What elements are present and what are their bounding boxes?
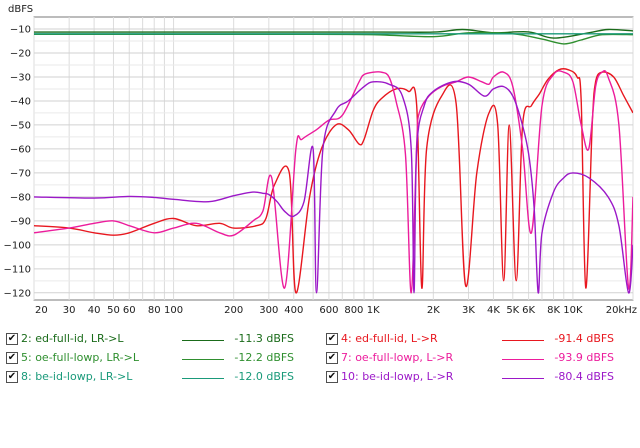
- x-tick-label: 400: [284, 305, 303, 316]
- y-axis-label: dBFS: [8, 4, 33, 15]
- x-tick-label: 40: [88, 305, 101, 316]
- y-tick-label: −10: [10, 24, 31, 35]
- y-tick-label: −30: [10, 72, 31, 83]
- legend-series-name: 4: ed-full-id, L->R: [341, 332, 438, 345]
- legend-checkbox[interactable]: ✔: [326, 352, 338, 364]
- y-tick-label: −100: [4, 240, 31, 251]
- x-tick-label: 50: [107, 305, 120, 316]
- legend-series-value: -93.9 dBFS: [554, 351, 614, 364]
- x-tick-label: 100: [164, 305, 183, 316]
- legend-entry: ✔ 8: be-id-lowp, LR->L -12.0 dBFS: [6, 370, 316, 388]
- y-tick-label: −20: [10, 48, 31, 59]
- y-tick-label: −50: [10, 120, 31, 131]
- legend-checkbox[interactable]: ✔: [326, 371, 338, 383]
- legend-line-swatch: [502, 378, 544, 379]
- series-line-6: [34, 80, 633, 294]
- legend-entry: ✔ 5: oe-full-lowp, LR->L -12.2 dBFS: [6, 351, 316, 369]
- y-tick-label: −110: [4, 264, 31, 275]
- legend: ✔ 2: ed-full-id, LR->L -11.3 dBFS ✔ 5: oe-fu…: [0, 326, 640, 448]
- x-tick-label: 5K: [506, 305, 519, 316]
- y-ticks: −10 −20 −30 −40 −50 −60 −70 −80 −90 −100 −110 −120: [4, 24, 31, 299]
- series-line-1: [34, 28, 633, 39]
- y-tick-label: −90: [10, 216, 31, 227]
- y-tick-label: −70: [10, 168, 31, 179]
- chart: dBFS −10 −20 −30 −40 −50 −60 −70 −80 −90 −100 −110…: [4, 4, 637, 316]
- legend-series-value: -12.2 dBFS: [234, 351, 294, 364]
- x-tick-label: 30: [63, 305, 76, 316]
- legend-entry: ✔ 10: be-id-lowp, L->R -80.4 dBFS: [326, 370, 636, 388]
- legend-series-value: -12.0 dBFS: [234, 370, 294, 383]
- x-tick-label: 200: [224, 305, 243, 316]
- legend-entry: ✔ 7: oe-full-lowp, L->R -93.9 dBFS: [326, 351, 636, 369]
- legend-series-name: 7: oe-full-lowp, L->R: [341, 351, 454, 364]
- legend-checkbox[interactable]: ✔: [326, 333, 338, 345]
- x-tick-label: 6K: [522, 305, 535, 316]
- legend-line-swatch: [502, 340, 544, 341]
- x-tick-label: 80: [148, 305, 161, 316]
- y-tick-label: −60: [10, 144, 31, 155]
- legend-checkbox[interactable]: ✔: [6, 333, 18, 345]
- legend-entry: ✔ 4: ed-full-id, L->R -91.4 dBFS: [326, 332, 636, 350]
- x-tick-label: 8K: [547, 305, 560, 316]
- legend-line-swatch: [502, 359, 544, 360]
- legend-line-swatch: [182, 378, 224, 379]
- x-tick-label: 800: [344, 305, 363, 316]
- legend-line-swatch: [182, 340, 224, 341]
- x-tick-label: 3K: [462, 305, 475, 316]
- x-tick-label: 20: [35, 305, 48, 316]
- y-tick-label: −40: [10, 96, 31, 107]
- series-line-5: [34, 69, 633, 294]
- legend-entry: ✔ 2: ed-full-id, LR->L -11.3 dBFS: [6, 332, 316, 350]
- legend-checkbox[interactable]: ✔: [6, 371, 18, 383]
- x-tick-label: 10K: [563, 305, 583, 316]
- x-tick-label: 4K: [487, 305, 500, 316]
- x-tick-label: 1K: [367, 305, 380, 316]
- y-tick-label: −120: [4, 288, 31, 299]
- legend-series-name: 8: be-id-lowp, LR->L: [21, 370, 133, 383]
- legend-series-name: 2: ed-full-id, LR->L: [21, 332, 124, 345]
- x-tick-label: 300: [259, 305, 278, 316]
- legend-series-value: -91.4 dBFS: [554, 332, 614, 345]
- legend-series-value: -80.4 dBFS: [554, 370, 614, 383]
- series-lines: [34, 28, 633, 294]
- x-tick-label: 60: [123, 305, 136, 316]
- legend-checkbox[interactable]: ✔: [6, 352, 18, 364]
- x-ticks: 20 30 40 50 60 80 100 200 300 400 600 800 1K 2K 3K 4K 5K…: [35, 305, 637, 316]
- x-tick-label: 20kHz: [606, 305, 637, 316]
- x-tick-label: 2K: [427, 305, 440, 316]
- legend-series-name: 10: be-id-lowp, L->R: [341, 370, 454, 383]
- plot-area: [33, 16, 634, 301]
- legend-line-swatch: [182, 359, 224, 360]
- x-tick-label: 600: [319, 305, 338, 316]
- legend-series-value: -11.3 dBFS: [234, 332, 294, 345]
- legend-series-name: 5: oe-full-lowp, LR->L: [21, 351, 139, 364]
- y-tick-label: −80: [10, 192, 31, 203]
